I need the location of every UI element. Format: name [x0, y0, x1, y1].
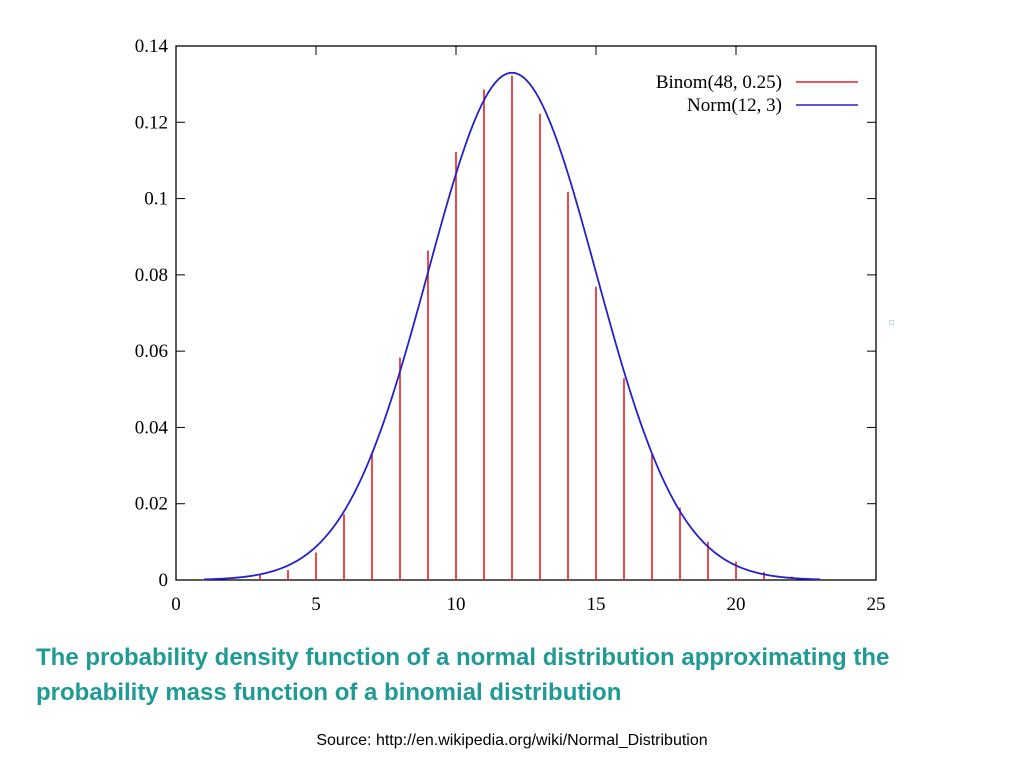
- y-tick-label: 0: [159, 570, 169, 591]
- x-tick-label: 0: [171, 594, 181, 615]
- y-tick-label: 0.14: [135, 36, 169, 57]
- legend-label: Norm(12, 3): [687, 95, 782, 116]
- y-tick-label: 0.08: [135, 265, 168, 286]
- y-tick-label: 0.12: [135, 112, 168, 133]
- x-tick-label: 5: [311, 594, 321, 615]
- source-text: Source: http://en.wikipedia.org/wiki/Nor…: [316, 732, 708, 749]
- y-tick-label: 0.04: [135, 417, 169, 438]
- norm-curve: [203, 71, 821, 581]
- x-tick-label: 15: [587, 594, 606, 615]
- caption: The probability density function of a no…: [36, 644, 890, 706]
- legend-label: Binom(48, 0.25): [656, 72, 782, 93]
- x-tick-label: 10: [447, 594, 466, 615]
- x-tick-label: 25: [867, 594, 886, 615]
- y-tick-label: 0.06: [135, 341, 168, 362]
- y-tick-label: 0.1: [144, 189, 168, 210]
- link-marker-icon: □: [889, 318, 894, 327]
- chart-svg: 0 0.02 0.04 0.06 0.08 0.1 0.12 0.14 0 5 10 15 20 25 Bi…: [135, 36, 886, 615]
- chart: 0 0.02 0.04 0.06 0.08 0.1 0.12 0.14 0 5 10 15 20 25 Bi…: [110, 30, 895, 620]
- y-tick-label: 0.02: [135, 494, 168, 515]
- x-tick-label: 20: [727, 594, 746, 615]
- plot-frame: [175, 45, 877, 581]
